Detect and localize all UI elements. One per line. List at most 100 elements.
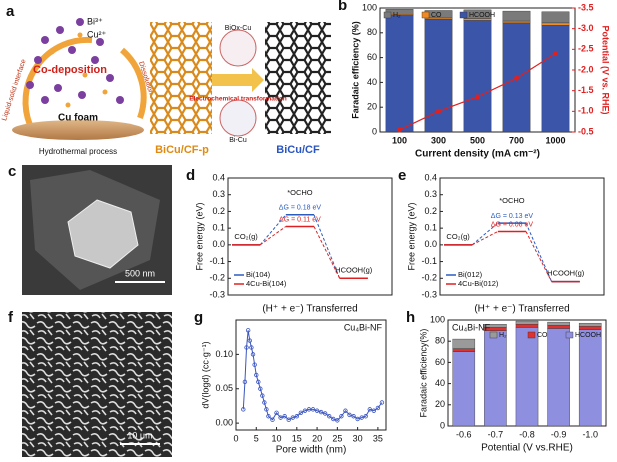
y-tick-label: 100 bbox=[362, 2, 377, 12]
bar-segment bbox=[515, 320, 539, 325]
data-point bbox=[327, 414, 332, 419]
phase-label: BiOx-Cu bbox=[225, 25, 252, 32]
scale-label: 10 μm bbox=[127, 430, 152, 440]
legend-label: CO bbox=[537, 332, 548, 339]
x-tick-label: 0 bbox=[233, 433, 238, 443]
x-axis-label: Potential (V vs.RHE) bbox=[481, 443, 573, 454]
data-point bbox=[290, 415, 295, 420]
x-tick-label: 5 bbox=[254, 433, 259, 443]
y-axis-label: Faradaic efficiency(%) bbox=[418, 329, 428, 418]
ions bbox=[49, 49, 108, 108]
panel-letter: c bbox=[8, 163, 16, 180]
bar-segment bbox=[578, 326, 602, 330]
bar-segment bbox=[484, 330, 507, 427]
y-tick-label: 0.1 bbox=[424, 223, 437, 233]
data-point bbox=[371, 408, 377, 413]
x-tick-label: 300 bbox=[431, 135, 446, 145]
product-label: BiCu/CF bbox=[276, 144, 320, 156]
panel-letter: d bbox=[186, 167, 195, 184]
substrate-label: Cu foam bbox=[58, 113, 98, 124]
annotation: ΔG = 0.13 eV bbox=[491, 213, 534, 220]
data-point bbox=[256, 379, 261, 385]
panel-letter: b bbox=[338, 0, 347, 14]
x-tick-label: 20 bbox=[312, 433, 322, 443]
legend-swatch bbox=[459, 11, 468, 19]
substrate bbox=[12, 120, 144, 140]
y-tick-label: 0.3 bbox=[212, 189, 225, 199]
state-label: CO₂(g) bbox=[446, 232, 470, 241]
step-label: Hydrothermal process bbox=[39, 147, 117, 156]
arc bbox=[119, 47, 147, 120]
y-tick-label: -0.3 bbox=[209, 289, 225, 299]
bar-segment bbox=[385, 15, 414, 133]
energy-connector bbox=[471, 222, 499, 246]
y-tick-label: 0.2 bbox=[212, 206, 225, 216]
y-axis-label: Faradaic efficiency (%) bbox=[350, 21, 360, 119]
data-point bbox=[294, 414, 300, 419]
phase-label: Bi-Cu bbox=[229, 137, 247, 144]
y-tick-label: 0 bbox=[372, 126, 377, 136]
potential-point bbox=[514, 75, 519, 81]
energy-connector bbox=[525, 222, 553, 282]
data-point bbox=[258, 386, 263, 391]
x-tick-label: -0.6 bbox=[456, 429, 472, 439]
x-tick-label: 30 bbox=[353, 433, 363, 443]
data-point bbox=[367, 407, 372, 412]
y-tick-label: 0.2 bbox=[424, 206, 437, 216]
legend-label: Bi(104) bbox=[246, 270, 271, 279]
bar-segment bbox=[452, 338, 476, 349]
x-axis-label: Pore width (nm) bbox=[276, 445, 347, 456]
data-point bbox=[264, 407, 269, 412]
bar-segment bbox=[424, 18, 453, 133]
bar-segment bbox=[502, 20, 531, 24]
legend-swatch bbox=[76, 18, 84, 26]
x-tick-label: 25 bbox=[332, 433, 342, 443]
data-point bbox=[298, 410, 304, 416]
y-tick-label: -0.1 bbox=[209, 256, 225, 266]
step-label: Electrochemical transformation bbox=[189, 96, 287, 103]
x-axis-label: (H⁺ + e⁻) Transferred bbox=[474, 304, 569, 315]
x-tick-label: 10 bbox=[272, 433, 282, 443]
y-tick-label: 0.4 bbox=[212, 172, 225, 182]
y-tick-label: 20 bbox=[367, 102, 377, 112]
framework bbox=[265, 22, 331, 134]
process-label: Co-deposition bbox=[33, 64, 107, 76]
data-point bbox=[274, 410, 279, 416]
y-tick-label: 20 bbox=[435, 399, 445, 409]
x-tick-label: -0.9 bbox=[551, 429, 567, 439]
ions bbox=[26, 26, 124, 104]
data-point bbox=[310, 407, 316, 412]
legend-label: 4Cu-Bi(104) bbox=[246, 279, 287, 288]
data-point bbox=[242, 379, 248, 385]
y2-tick-label: -3.5 bbox=[578, 2, 594, 12]
y-axis-label: Free energy (eV) bbox=[194, 202, 204, 270]
potential-point bbox=[553, 50, 558, 56]
data-point bbox=[245, 328, 251, 333]
potential-point bbox=[436, 108, 441, 114]
bar-segment bbox=[541, 22, 570, 26]
y-tick-label: 0 bbox=[440, 420, 445, 430]
data-point bbox=[363, 414, 368, 419]
panel-letter: f bbox=[8, 309, 14, 326]
x-tick-label: -1.0 bbox=[582, 429, 598, 439]
data-point bbox=[322, 411, 328, 416]
bar-segment bbox=[484, 324, 507, 328]
y-tick-label: 0.10 bbox=[215, 349, 233, 359]
y-tick-label: 0.0 bbox=[424, 239, 437, 249]
data-point bbox=[302, 408, 308, 413]
energy-connector bbox=[525, 231, 553, 282]
data-point bbox=[343, 408, 348, 413]
data-point bbox=[266, 414, 271, 419]
x-tick-label: 35 bbox=[373, 433, 383, 443]
state-label: HCOOH(g) bbox=[547, 269, 585, 278]
bar-segment bbox=[578, 329, 602, 427]
bar-segment bbox=[452, 348, 476, 352]
data-point bbox=[355, 416, 360, 422]
legend-swatch bbox=[527, 331, 536, 339]
legend-label: 4Cu-Bi(012) bbox=[458, 279, 499, 288]
energy-connector bbox=[259, 226, 287, 246]
y-tick-label: -0.2 bbox=[209, 273, 225, 283]
annotation: ΔG = 0.18 eV bbox=[279, 205, 322, 212]
bar-segment bbox=[547, 328, 570, 427]
legend-swatch bbox=[383, 11, 392, 19]
